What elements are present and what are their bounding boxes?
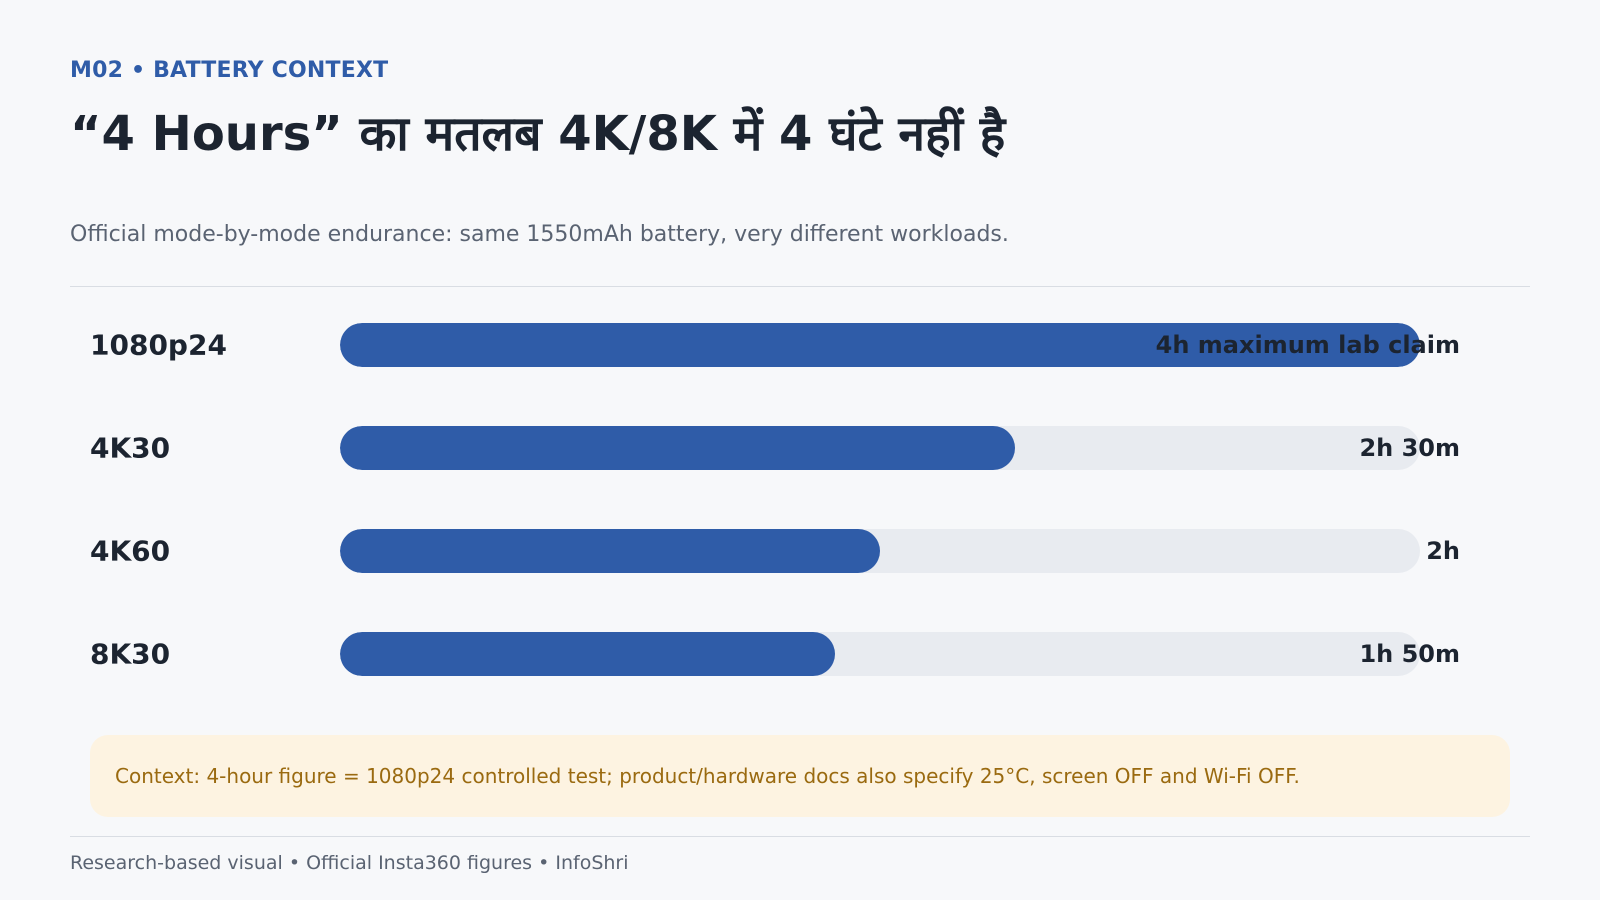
battery-bar-chart: 1080p24 4h maximum lab claim 4K30 2h 30m 4K6… — [70, 300, 1530, 720]
context-note: Context: 4-hour figure = 1080p24 control… — [90, 735, 1510, 817]
bar-value-label: 1h 50m — [1359, 640, 1460, 668]
bar-fill — [340, 632, 835, 676]
page-title: “4 Hours” का मतलब 4K/8K में 4 घंटे नहीं … — [70, 106, 1006, 162]
bar-fill — [340, 323, 1420, 367]
bar-track — [340, 529, 1420, 573]
bar-value-label: 2h — [1426, 537, 1460, 565]
bar-row: 4K30 2h 30m — [70, 418, 1530, 478]
bottom-divider — [70, 836, 1530, 837]
bar-value-label: 4h maximum lab claim — [1155, 331, 1460, 359]
bar-track — [340, 323, 1420, 367]
eyebrow-label: M02 • BATTERY CONTEXT — [70, 58, 389, 83]
bar-fill — [340, 426, 1015, 470]
bar-track — [340, 632, 1420, 676]
bar-category-label: 1080p24 — [90, 328, 227, 362]
top-divider — [70, 286, 1530, 287]
bar-category-label: 4K30 — [90, 431, 171, 465]
footer-credit: Research-based visual • Official Insta36… — [70, 852, 629, 874]
bar-fill — [340, 529, 880, 573]
bar-value-label: 2h 30m — [1359, 434, 1460, 462]
bar-row: 8K30 1h 50m — [70, 624, 1530, 684]
bar-category-label: 8K30 — [90, 637, 171, 671]
bar-row: 4K60 2h — [70, 521, 1530, 581]
page-subtitle: Official mode-by-mode endurance: same 15… — [70, 222, 1009, 247]
context-text: Context: 4-hour figure = 1080p24 control… — [115, 764, 1300, 788]
bar-row: 1080p24 4h maximum lab claim — [70, 315, 1530, 375]
bar-category-label: 4K60 — [90, 534, 171, 568]
bar-track — [340, 426, 1420, 470]
